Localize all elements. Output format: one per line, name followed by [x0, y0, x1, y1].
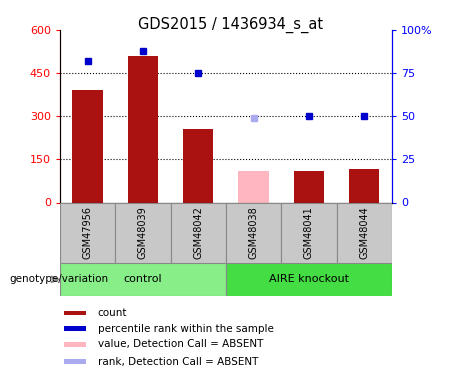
Bar	[72, 90, 103, 202]
Bar	[128, 56, 158, 202]
Bar	[183, 129, 213, 203]
Text: value, Detection Call = ABSENT: value, Detection Call = ABSENT	[98, 339, 263, 349]
Bar	[64, 359, 86, 364]
Bar	[226, 202, 281, 262]
Text: AIRE knockout: AIRE knockout	[269, 274, 349, 284]
Bar	[64, 310, 86, 315]
Text: GDS2015 / 1436934_s_at: GDS2015 / 1436934_s_at	[138, 17, 323, 33]
Bar	[294, 171, 324, 202]
Bar	[64, 326, 86, 331]
Text: GSM48042: GSM48042	[193, 206, 203, 259]
Bar	[337, 202, 392, 262]
Bar	[60, 202, 115, 262]
Text: genotype/variation: genotype/variation	[9, 274, 108, 284]
Text: count: count	[98, 308, 127, 318]
Text: GSM48041: GSM48041	[304, 206, 314, 259]
Text: rank, Detection Call = ABSENT: rank, Detection Call = ABSENT	[98, 357, 258, 366]
Text: GSM48038: GSM48038	[248, 206, 259, 259]
Text: control: control	[124, 274, 162, 284]
Bar	[349, 170, 379, 202]
Bar	[115, 202, 171, 262]
Bar	[238, 171, 269, 202]
Bar	[60, 262, 226, 296]
Bar	[226, 262, 392, 296]
Text: GSM47956: GSM47956	[83, 206, 93, 259]
Bar	[281, 202, 337, 262]
Text: GSM48044: GSM48044	[359, 206, 369, 259]
Bar	[64, 342, 86, 346]
Text: GSM48039: GSM48039	[138, 206, 148, 259]
Text: percentile rank within the sample: percentile rank within the sample	[98, 324, 274, 333]
Bar	[171, 202, 226, 262]
